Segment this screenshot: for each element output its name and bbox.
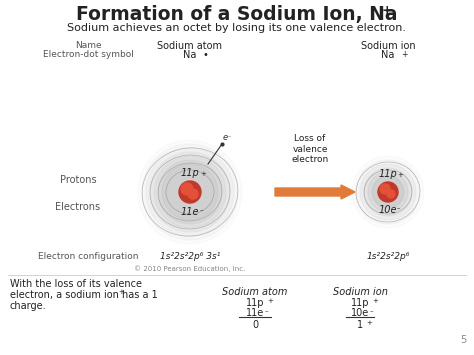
Text: +: + [382,4,392,17]
Text: Electrons: Electrons [55,202,100,212]
Circle shape [387,190,395,198]
Text: 11p: 11p [246,298,264,308]
Circle shape [158,160,222,224]
Text: Formation of a Sodium Ion, Na: Formation of a Sodium Ion, Na [76,5,398,24]
Text: e: e [223,133,228,142]
Text: +: + [372,298,378,304]
Circle shape [181,183,193,195]
Circle shape [386,190,390,194]
Circle shape [154,156,226,228]
Text: 11p: 11p [181,168,200,178]
Text: +: + [118,289,124,295]
Circle shape [364,168,412,216]
Text: +: + [200,171,206,177]
Circle shape [356,160,420,224]
Text: 11p: 11p [379,169,397,179]
Text: Protons: Protons [60,175,96,185]
Text: Loss of
valence
electron: Loss of valence electron [292,134,328,164]
Text: Name: Name [75,41,101,50]
Text: 1s²2s²2p⁶: 1s²2s²2p⁶ [366,252,410,261]
Text: –: – [200,207,203,213]
Text: 11e: 11e [246,308,264,318]
Text: © 2010 Pearson Education, Inc.: © 2010 Pearson Education, Inc. [134,265,246,272]
Circle shape [368,172,408,212]
Text: 11e: 11e [181,207,199,217]
Text: +: + [267,298,273,304]
Text: 10e: 10e [351,308,369,318]
Text: Electron-dot symbol: Electron-dot symbol [43,50,134,59]
Circle shape [146,148,234,236]
Text: Na: Na [183,50,197,60]
Text: •: • [203,50,209,60]
Circle shape [188,189,198,199]
Text: Na: Na [381,50,395,60]
Text: –: – [397,205,401,211]
Text: 11p: 11p [351,298,369,308]
Circle shape [372,176,404,208]
Text: Sodium ion: Sodium ion [333,287,387,297]
Text: Sodium ion: Sodium ion [361,41,415,51]
Circle shape [179,181,201,203]
Text: charge.: charge. [10,301,46,311]
Text: +: + [397,172,403,178]
Text: With the loss of its valence: With the loss of its valence [10,279,142,289]
Text: 5: 5 [460,335,466,345]
Text: 10e: 10e [379,205,397,215]
Circle shape [360,164,416,220]
Circle shape [150,152,230,232]
Text: 0: 0 [252,320,258,330]
Text: +: + [401,50,407,59]
Text: +: + [366,320,372,326]
Text: –: – [370,308,374,314]
Circle shape [142,144,238,240]
Text: 1: 1 [357,320,363,330]
Text: Sodium achieves an octet by losing its one valence electron.: Sodium achieves an octet by losing its o… [67,23,407,33]
Text: electron, a sodium ion has a 1: electron, a sodium ion has a 1 [10,290,158,300]
FancyArrow shape [275,185,355,199]
Text: Electron configuration: Electron configuration [38,252,138,261]
Circle shape [187,189,193,195]
Text: Sodium atom: Sodium atom [222,287,288,297]
Text: –: – [228,134,231,139]
Text: –: – [265,308,268,314]
Text: 1s²2s²2p⁶ 3s¹: 1s²2s²2p⁶ 3s¹ [160,252,220,261]
Circle shape [380,184,390,194]
Text: Sodium atom: Sodium atom [157,41,222,51]
Circle shape [162,164,218,220]
Circle shape [378,182,398,202]
